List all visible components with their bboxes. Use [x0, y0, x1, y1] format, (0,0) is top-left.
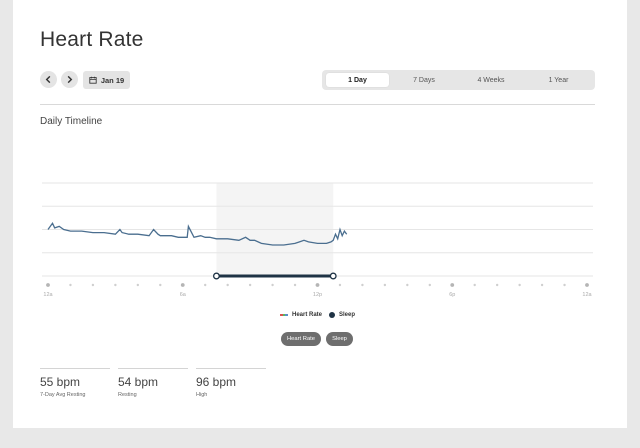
- hour-tick-dot: [315, 283, 320, 287]
- tab-4-weeks[interactable]: 4 Weeks: [477, 76, 505, 84]
- hour-tick-dot: [180, 283, 185, 287]
- stat-label: High: [196, 392, 208, 398]
- calendar-icon: [89, 76, 97, 84]
- sleep-start-marker: [212, 272, 220, 280]
- hour-tick-dot: [114, 283, 117, 287]
- tab-1-day[interactable]: 1 Day: [326, 73, 389, 87]
- hour-tick-dot: [338, 283, 342, 287]
- heart-rate-toggle-button[interactable]: Heart Rate: [281, 332, 321, 346]
- range-selector: 1 Day 7 Days 4 Weeks 1 Year: [322, 70, 595, 90]
- stat-label: 7-Day Avg Resting: [40, 392, 86, 398]
- stat-high: 96 bpm High: [196, 368, 266, 398]
- hour-tick-dot: [563, 283, 566, 287]
- hour-tick-dot: [450, 283, 455, 287]
- hour-tick-dot: [248, 283, 252, 287]
- next-day-button[interactable]: [61, 71, 78, 88]
- sleep-legend-dot: [329, 312, 335, 318]
- hour-tick-dot: [271, 283, 274, 287]
- x-tick-label: 12a: [582, 292, 592, 298]
- hour-tick-dot: [159, 283, 162, 287]
- stat-resting: 54 bpm Resting: [118, 368, 188, 398]
- hour-tick-dot: [518, 283, 521, 287]
- x-tick-label: 12p: [313, 292, 322, 298]
- hour-tick-dot: [383, 283, 387, 287]
- heart-rate-chart: 12a 6a 12p 6p 12a: [42, 182, 593, 298]
- heart-rate-legend-swatch: [280, 314, 288, 316]
- tab-7-days[interactable]: 7 Days: [413, 76, 435, 84]
- x-tick-label: 6p: [449, 292, 455, 298]
- hour-tick-dot: [136, 283, 140, 287]
- tab-1-year[interactable]: 1 Year: [548, 76, 569, 84]
- stat-label: Resting: [118, 392, 137, 398]
- hour-tick-dot: [361, 283, 364, 287]
- heart-rate-line: [47, 222, 348, 246]
- sleep-toggle-button[interactable]: Sleep: [326, 332, 353, 346]
- hour-tick-dot: [406, 283, 409, 287]
- hour-tick-dot: [226, 283, 229, 287]
- sleep-end-marker: [329, 272, 337, 280]
- hour-tick-dot: [585, 283, 589, 287]
- date-picker-button[interactable]: Jan 19: [83, 71, 130, 89]
- x-tick-label: 6a: [180, 292, 187, 298]
- page-title: Heart Rate: [40, 28, 144, 51]
- chevron-left-icon: [45, 75, 51, 84]
- hour-tick-dot: [91, 283, 95, 287]
- stat-value: 54 bpm: [118, 375, 159, 389]
- date-label: Jan 19: [100, 75, 125, 85]
- hour-tick-dot: [428, 283, 431, 287]
- x-tick-label: 12a: [43, 292, 53, 298]
- heart-rate-card: Heart Rate Jan 19 1 Day 7 Days 4 Weeks 1…: [13, 0, 627, 428]
- chevron-right-icon: [67, 75, 73, 84]
- legend-sleep: Sleep: [329, 312, 355, 318]
- legend-sleep-label: Sleep: [339, 312, 356, 318]
- header-divider: [40, 104, 595, 105]
- stat-7-day-avg-resting: 55 bpm 7-Day Avg Resting: [40, 368, 110, 398]
- hour-tick-dot: [473, 283, 476, 287]
- hour-tick-dot: [495, 283, 499, 287]
- stat-value: 96 bpm: [196, 375, 237, 389]
- hour-tick-dot: [204, 283, 207, 287]
- hour-tick-dot: [69, 283, 72, 287]
- stat-value: 55 bpm: [40, 375, 81, 389]
- hour-tick-dot: [540, 283, 544, 287]
- previous-day-button[interactable]: [40, 71, 57, 88]
- legend-heart-rate-label: Heart Rate: [292, 312, 323, 318]
- hour-tick-dot: [293, 283, 297, 287]
- hour-tick-dot: [46, 283, 50, 287]
- legend-heart-rate: Heart Rate: [280, 312, 322, 318]
- section-title: Daily Timeline: [40, 116, 103, 127]
